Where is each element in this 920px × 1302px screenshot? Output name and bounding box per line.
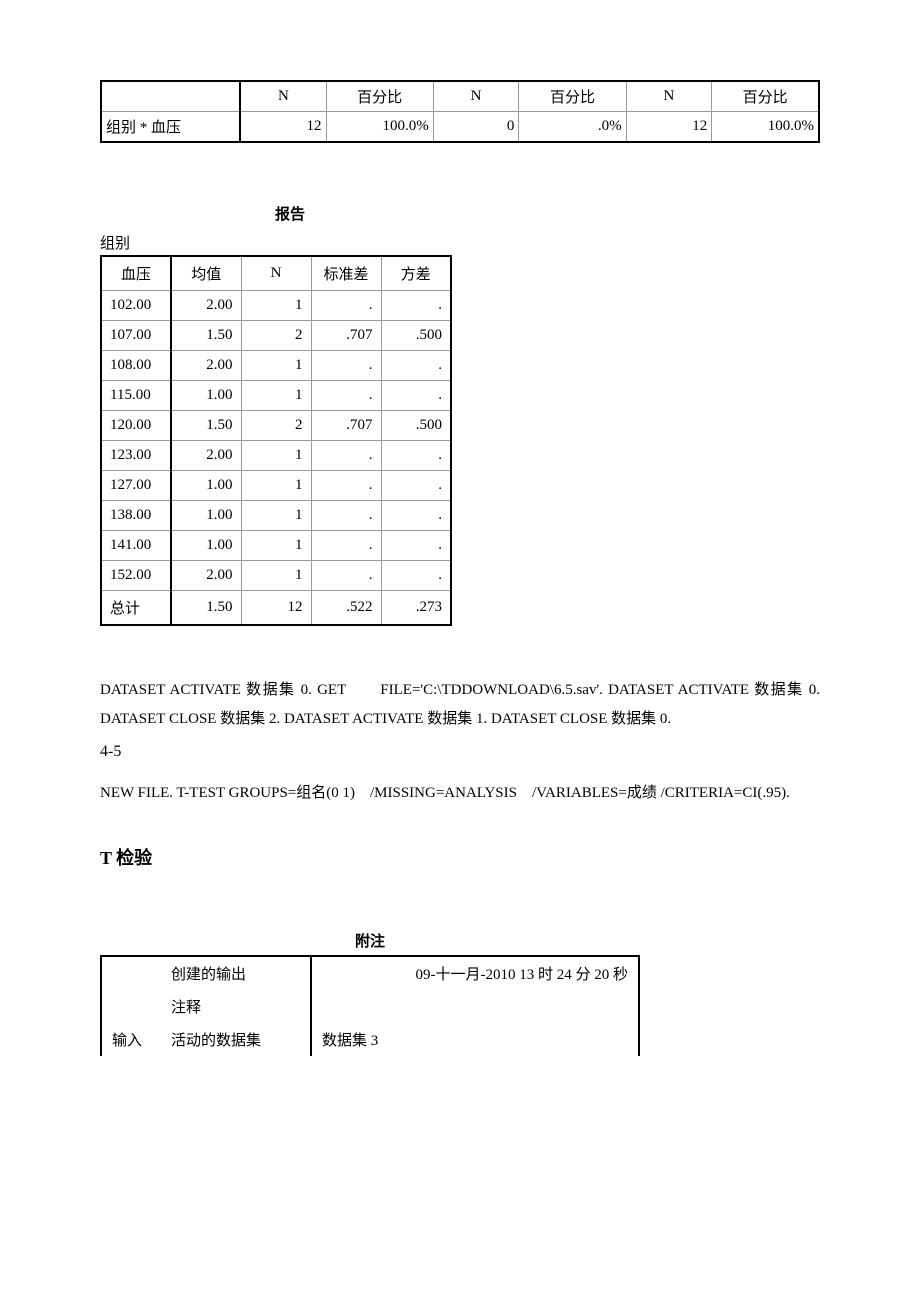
report-cell: 1.00: [171, 531, 241, 561]
summary-header-pct3: 百分比: [712, 81, 819, 112]
report-cell: .: [311, 351, 381, 381]
report-cell: 1.00: [171, 471, 241, 501]
notes-val-left: 数据集 3: [311, 1023, 393, 1056]
report-cell: 1: [241, 501, 311, 531]
summary-header-pct2: 百分比: [519, 81, 626, 112]
report-cell: 141.00: [101, 531, 171, 561]
notes-left-label: [101, 956, 161, 990]
report-group-label: 组别: [100, 232, 820, 253]
report-cell: .: [311, 381, 381, 411]
report-col-3: 标准差: [311, 256, 381, 291]
notes-val-left: [311, 990, 393, 1023]
report-cell: .: [381, 351, 451, 381]
report-table: 血压均值N标准差方差 102.002.001..107.001.502.707.…: [100, 255, 452, 626]
report-cell: .: [381, 471, 451, 501]
report-cell: 1.50: [171, 591, 241, 626]
summary-header-blank: [101, 81, 240, 112]
report-cell: .500: [381, 321, 451, 351]
summary-header-n1: N: [240, 81, 326, 112]
report-cell: 127.00: [101, 471, 171, 501]
report-cell: 152.00: [101, 561, 171, 591]
report-cell: .: [311, 561, 381, 591]
notes-key: 创建的输出: [161, 956, 311, 990]
report-cell: 1.00: [171, 381, 241, 411]
syntax-block-2: NEW FILE. T-TEST GROUPS=组名(0 1) /MISSING…: [100, 779, 820, 808]
report-cell: 115.00: [101, 381, 171, 411]
report-cell: 2: [241, 321, 311, 351]
summary-val-2: 0: [433, 112, 519, 143]
report-cell: 102.00: [101, 291, 171, 321]
report-cell: 123.00: [101, 441, 171, 471]
summary-table: N 百分比 N 百分比 N 百分比 组别 * 血压 12 100.0% 0 .0…: [100, 80, 820, 143]
summary-row-label: 组别 * 血压: [101, 112, 240, 143]
report-cell: .707: [311, 321, 381, 351]
ttest-heading: T 检验: [100, 844, 820, 870]
report-cell: 1: [241, 531, 311, 561]
notes-key: 注释: [161, 990, 311, 1023]
report-cell: 108.00: [101, 351, 171, 381]
report-cell: 138.00: [101, 501, 171, 531]
report-cell: .: [381, 291, 451, 321]
report-cell: .: [381, 381, 451, 411]
summary-header-n2: N: [433, 81, 519, 112]
report-cell: .: [311, 291, 381, 321]
report-cell: 2: [241, 411, 311, 441]
report-cell: .522: [311, 591, 381, 626]
summary-header-pct1: 百分比: [326, 81, 433, 112]
report-cell: .: [381, 441, 451, 471]
summary-val-1: 100.0%: [326, 112, 433, 143]
summary-val-0: 12: [240, 112, 326, 143]
report-cell: .500: [381, 411, 451, 441]
notes-title: 附注: [100, 930, 640, 951]
report-cell: 1: [241, 441, 311, 471]
report-col-4: 方差: [381, 256, 451, 291]
report-cell: 12: [241, 591, 311, 626]
report-col-1: 均值: [171, 256, 241, 291]
report-cell: 1: [241, 471, 311, 501]
notes-left-label: [101, 990, 161, 1023]
report-cell: .: [311, 501, 381, 531]
report-cell: .: [381, 561, 451, 591]
report-cell: 1.50: [171, 321, 241, 351]
notes-key: 活动的数据集: [161, 1023, 311, 1056]
report-cell: 1: [241, 351, 311, 381]
summary-header-n3: N: [626, 81, 712, 112]
report-cell: 107.00: [101, 321, 171, 351]
summary-val-4: 12: [626, 112, 712, 143]
report-cell: .: [381, 531, 451, 561]
report-cell: .: [311, 471, 381, 501]
syntax-block-1: DATASET ACTIVATE 数据集 0. GET FILE='C:\TDD…: [100, 676, 820, 733]
notes-left-label: 输入: [101, 1023, 161, 1056]
report-title: 报告: [100, 203, 480, 224]
report-cell: 1.00: [171, 501, 241, 531]
notes-val-right: [393, 1023, 639, 1056]
report-cell: 120.00: [101, 411, 171, 441]
report-cell: 1: [241, 381, 311, 411]
report-cell: 总计: [101, 591, 171, 626]
report-cell: .: [311, 441, 381, 471]
report-cell: .707: [311, 411, 381, 441]
report-cell: 2.00: [171, 291, 241, 321]
notes-val-right: 09-十一月-2010 13 时 24 分 20 秒: [393, 956, 639, 990]
report-cell: 1.50: [171, 411, 241, 441]
report-cell: 2.00: [171, 351, 241, 381]
report-cell: .: [311, 531, 381, 561]
report-cell: 2.00: [171, 441, 241, 471]
section-number: 4-5: [100, 743, 820, 761]
report-cell: 1: [241, 291, 311, 321]
report-cell: .: [381, 501, 451, 531]
report-cell: 1: [241, 561, 311, 591]
summary-val-5: 100.0%: [712, 112, 819, 143]
notes-val-right: [393, 990, 639, 1023]
summary-val-3: .0%: [519, 112, 626, 143]
notes-table: 创建的输出 09-十一月-2010 13 时 24 分 20 秒注释输入活动的数据…: [100, 955, 640, 1056]
report-col-0: 血压: [101, 256, 171, 291]
report-col-2: N: [241, 256, 311, 291]
notes-val-left: [311, 956, 393, 990]
report-cell: .273: [381, 591, 451, 626]
report-cell: 2.00: [171, 561, 241, 591]
